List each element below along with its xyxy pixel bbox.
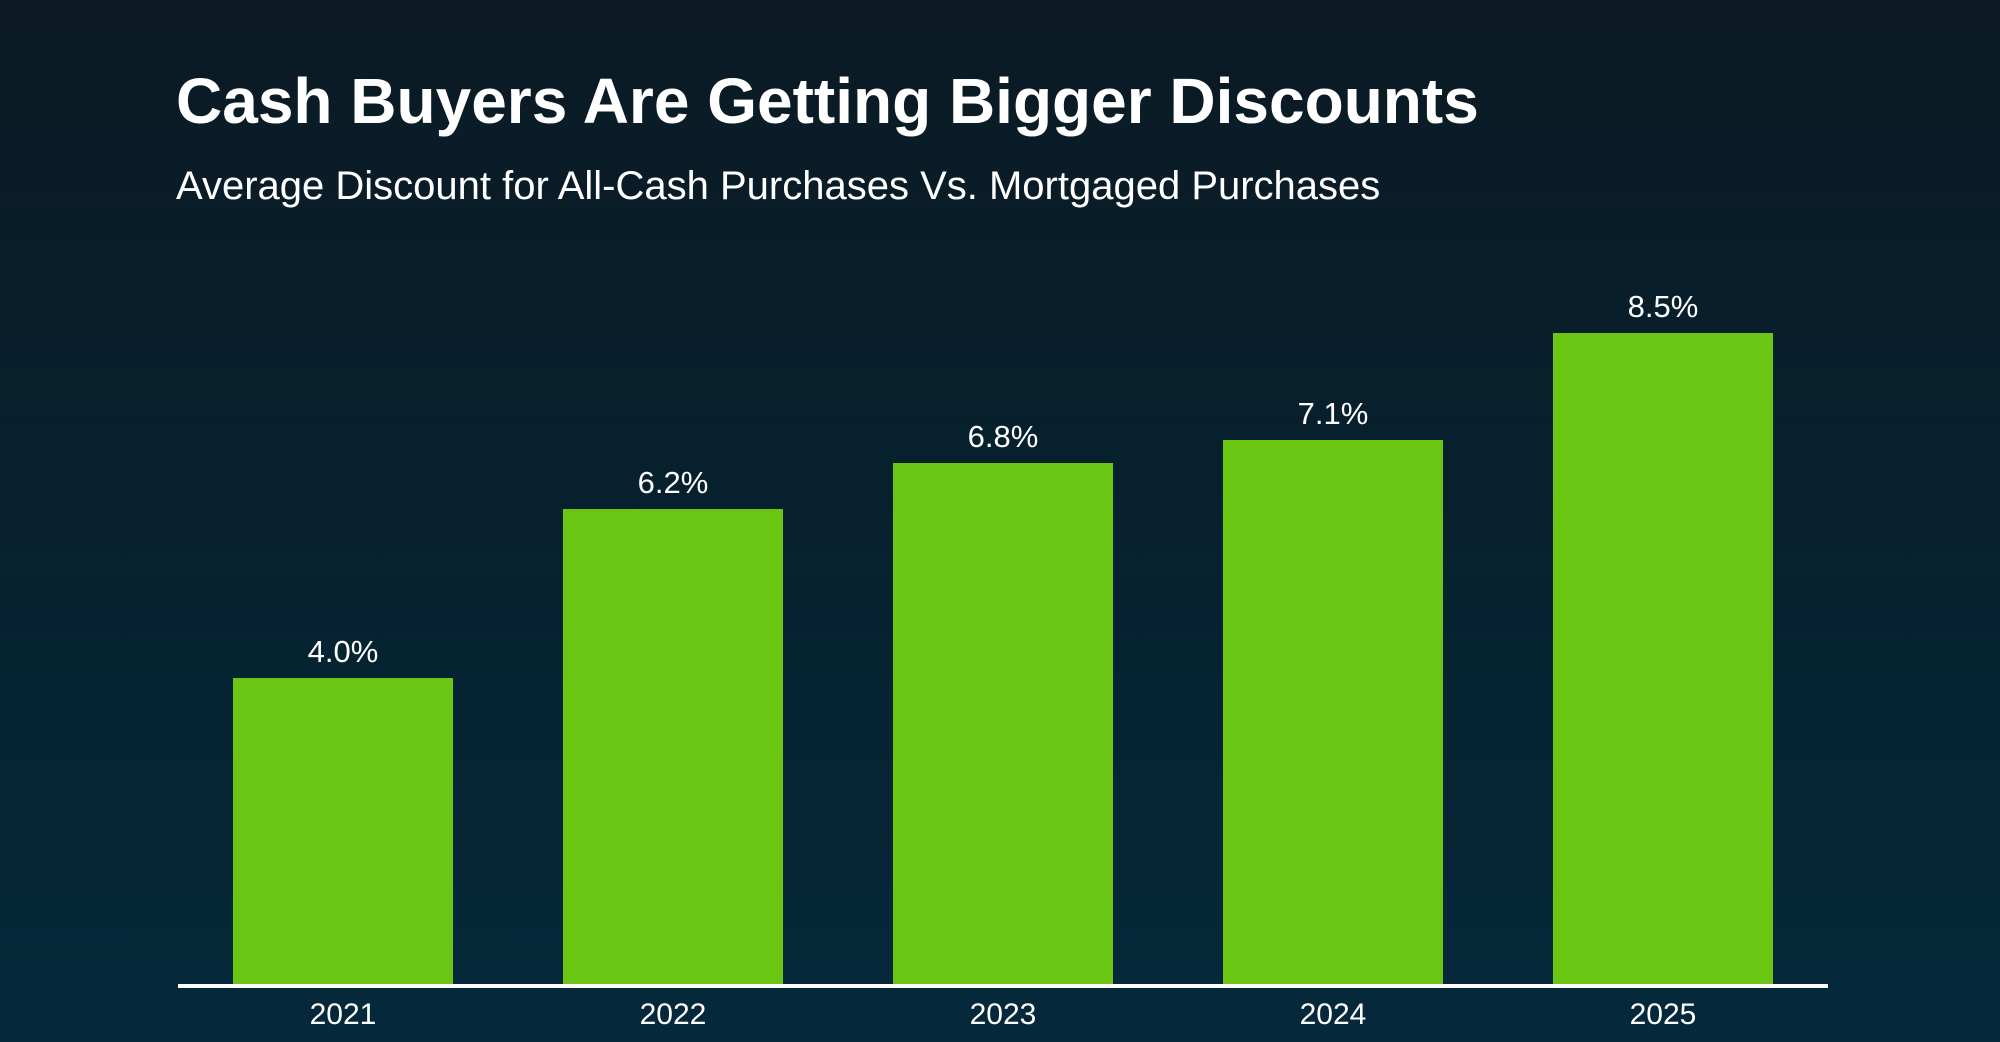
bar-value-label: 4.0% xyxy=(307,634,379,669)
x-tick-label: 2021 xyxy=(309,998,377,1031)
bar-slot-2023: 6.8% xyxy=(838,240,1168,984)
bar-slot-2022: 6.2% xyxy=(508,240,838,984)
bar-value-label: 6.2% xyxy=(637,465,709,500)
bar-2022 xyxy=(563,509,783,984)
x-axis-tick-labels: 2021 2022 2023 2024 2025 xyxy=(178,1000,1828,1030)
bar-2021 xyxy=(233,678,453,984)
bar-chart-plot-area: 4.0% 6.2% 6.8% 7.1% 8.5% xyxy=(178,240,1828,984)
x-tick-label: 2022 xyxy=(639,998,707,1031)
bar-2024 xyxy=(1223,440,1443,984)
chart-subtitle: Average Discount for All-Cash Purchases … xyxy=(176,164,1381,208)
x-tick-label: 2024 xyxy=(1299,998,1367,1031)
bar-slot-2024: 7.1% xyxy=(1168,240,1498,984)
bar-2025 xyxy=(1553,333,1773,984)
chart-title: Cash Buyers Are Getting Bigger Discounts xyxy=(176,65,1479,137)
bar-slot-2021: 4.0% xyxy=(178,240,508,984)
x-tick-label: 2023 xyxy=(969,998,1037,1031)
bar-value-label: 7.1% xyxy=(1297,396,1369,431)
bar-value-label: 8.5% xyxy=(1627,289,1699,324)
x-tick-label: 2025 xyxy=(1629,998,1697,1031)
x-axis-line xyxy=(178,984,1828,988)
bar-value-label: 6.8% xyxy=(967,419,1039,454)
bar-2023 xyxy=(893,463,1113,984)
bar-slot-2025: 8.5% xyxy=(1498,240,1828,984)
